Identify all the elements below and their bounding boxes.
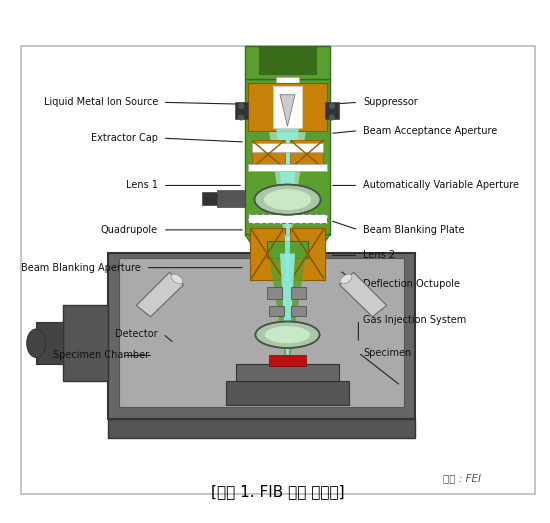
Bar [268,355,306,366]
Circle shape [329,104,334,108]
Polygon shape [339,272,387,317]
Bar [248,214,327,223]
Text: Gas Injection System: Gas Injection System [363,315,466,325]
Bar [276,77,299,86]
Bar [267,288,282,299]
Bar [292,306,306,316]
Polygon shape [280,254,295,356]
Text: Beam Acceptance Aperture: Beam Acceptance Aperture [363,126,497,135]
Text: Beam Blanking Plate: Beam Blanking Plate [363,225,465,235]
Bar [251,140,285,168]
Bar [267,241,309,258]
Bar [36,322,63,364]
Bar [201,192,217,206]
Text: Specimen Chamber: Specimen Chamber [52,350,148,360]
Polygon shape [268,128,306,235]
Text: Extractor Cap: Extractor Cap [91,133,158,143]
Bar [245,46,330,79]
Bar [248,164,327,172]
Ellipse shape [264,189,311,210]
Text: Specimen: Specimen [363,348,411,358]
Bar [119,258,404,407]
Bar [325,103,338,119]
Circle shape [239,115,244,120]
Bar [217,190,245,207]
Ellipse shape [265,326,310,343]
Text: [그림 1. FIB 장치 개념도]: [그림 1. FIB 장치 개념도] [211,484,345,499]
Polygon shape [268,254,306,356]
Text: Automatically Variable Aperture: Automatically Variable Aperture [363,180,519,190]
Polygon shape [280,95,295,126]
Bar [273,86,301,128]
Text: Suppressor: Suppressor [363,97,418,107]
Ellipse shape [255,185,321,215]
Text: Quadrupole: Quadrupole [101,225,158,235]
Text: Deflection Octupole: Deflection Octupole [363,279,460,289]
Ellipse shape [171,274,183,284]
Polygon shape [276,128,299,235]
Bar [235,103,248,119]
Ellipse shape [27,329,46,357]
Text: 출처 : FEI: 출처 : FEI [443,473,481,483]
Bar [226,381,349,405]
Bar [290,228,325,280]
Polygon shape [136,272,184,317]
Circle shape [239,104,244,108]
Circle shape [329,115,334,120]
Text: Lens 2: Lens 2 [363,251,395,260]
Bar [268,306,284,316]
Bar [251,143,323,152]
Bar [245,79,330,235]
Bar [235,364,339,381]
Text: Beam Blanking Aperture: Beam Blanking Aperture [21,263,141,272]
Text: Detector: Detector [116,329,158,339]
Bar [259,46,316,74]
Polygon shape [285,235,290,282]
Text: Liquid Metal Ion Source: Liquid Metal Ion Source [43,97,158,107]
Bar [292,288,306,299]
Polygon shape [245,235,276,282]
Bar [108,419,415,438]
Bar [108,254,415,419]
Bar [250,228,285,280]
Polygon shape [299,235,330,282]
Bar [248,84,327,131]
Bar [290,140,323,168]
Ellipse shape [340,274,352,284]
Bar [63,305,108,381]
Ellipse shape [255,322,320,348]
Text: Lens 1: Lens 1 [126,180,158,190]
